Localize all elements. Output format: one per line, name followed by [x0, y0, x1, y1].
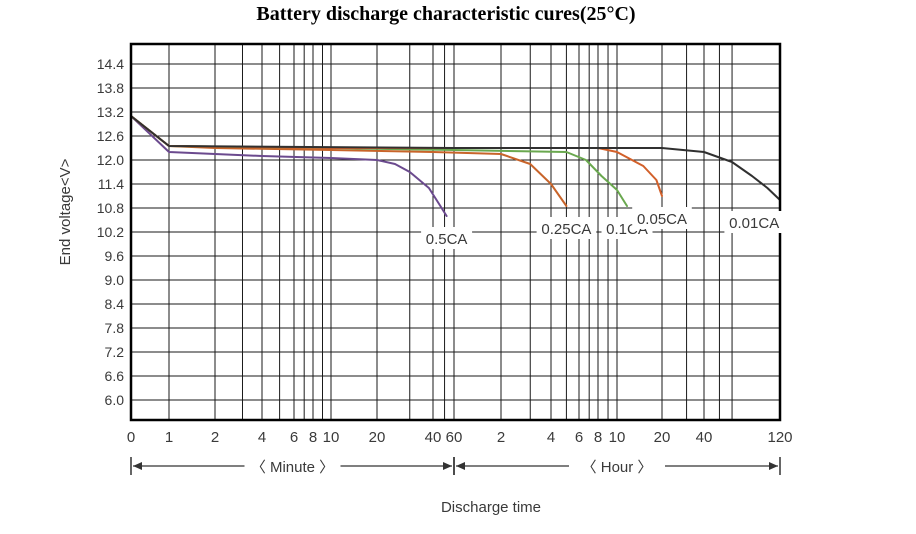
x-tick-label: 0: [127, 429, 135, 446]
x-tick-label: 40: [696, 429, 713, 446]
series-label-bg: [536, 217, 597, 239]
grid: [131, 44, 780, 420]
series-label: 0.5CA: [426, 231, 468, 248]
y-tick-label: 6.6: [105, 368, 125, 384]
y-ticks: 14.4 13.8 13.2 12.6 12.0 11.4 10.8 10.2 9.6 9.0 8.…: [97, 56, 124, 408]
y-tick-label: 13.8: [97, 80, 124, 96]
x-tick-label: 20: [654, 429, 671, 446]
x-tick-label: 10: [323, 429, 340, 446]
x-tick-label: 20: [369, 429, 386, 446]
x-tick-label: 8: [309, 429, 317, 446]
x-tick-label: 6: [290, 429, 298, 446]
series-line: [130, 115, 448, 217]
x-tick-label: 4: [547, 429, 555, 446]
segment-arrow-head: [133, 462, 142, 470]
y-tick-label: 12.0: [97, 152, 124, 168]
y-axis-label: End voltage<V>: [57, 158, 74, 265]
y-tick-label: 10.2: [97, 224, 124, 240]
x-tick-label: 60: [446, 429, 463, 446]
x-tick-label: 6: [575, 429, 583, 446]
series-line: [130, 115, 781, 201]
x-tick-label: 1: [165, 429, 173, 446]
y-tick-label: 9.6: [105, 248, 125, 264]
series-label-bg: [724, 211, 784, 233]
segment-label: 〈 Hour 〉: [582, 459, 653, 476]
y-tick-label: 13.2: [97, 104, 124, 120]
x-tick-label: 2: [211, 429, 219, 446]
x-tick-label: 120: [767, 429, 792, 446]
y-tick-label: 14.4: [97, 56, 124, 72]
series-label: 0.05CA: [637, 211, 687, 228]
y-tick-label: 11.4: [98, 176, 124, 192]
series-label-bg: [421, 227, 473, 249]
x-tick-label: 10: [609, 429, 626, 446]
y-tick-label: 12.6: [97, 128, 124, 144]
segment-label: 〈 Minute 〉: [251, 459, 334, 476]
x-tick-label: 4: [258, 429, 266, 446]
series-label: 0.01CA: [729, 215, 779, 232]
y-tick-label: 8.4: [105, 296, 125, 312]
x-tick-label: 40: [425, 429, 442, 446]
x-axis-label: Discharge time: [441, 499, 541, 516]
x-tick-label: 2: [497, 429, 505, 446]
x-ticks: 0 1 2 4 6 8 10 20 40 60 2 4 6 8 10 20 40 120: [127, 429, 793, 446]
segment-arrow-head: [456, 462, 465, 470]
y-tick-label: 6.0: [105, 392, 125, 408]
segment-arrow-head: [443, 462, 452, 470]
y-tick-label: 9.0: [105, 272, 125, 288]
x-segments: 〈 Minute 〉 〈 Hour 〉: [130, 457, 781, 476]
y-tick-label: 7.8: [105, 320, 125, 336]
series-group: [130, 115, 781, 217]
series-label-bg: [632, 207, 692, 229]
series-label: 0.25CA: [541, 221, 591, 238]
x-tick-label: 8: [594, 429, 602, 446]
y-tick-label: 7.2: [105, 344, 125, 360]
segment-arrow-head: [769, 462, 778, 470]
chart-title: Battery discharge characteristic cures(2…: [256, 3, 635, 25]
y-tick-label: 10.8: [97, 200, 124, 216]
